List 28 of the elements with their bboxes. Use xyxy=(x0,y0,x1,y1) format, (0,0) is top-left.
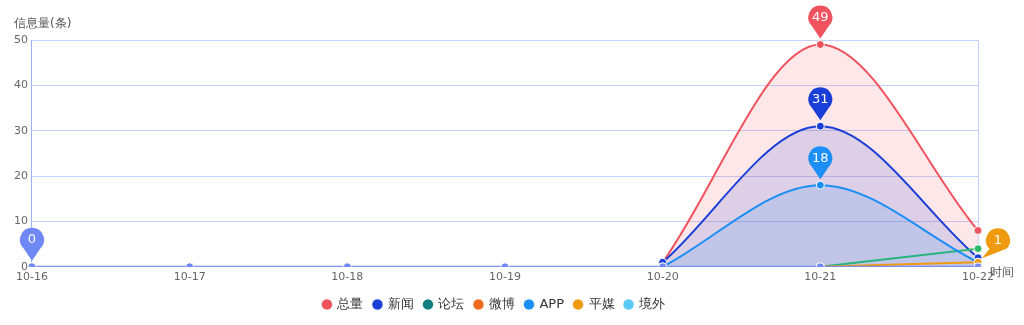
legend-label: 论坛 xyxy=(438,295,465,311)
legend-label: APP xyxy=(539,295,565,311)
y-axis-title: 信息量(条) xyxy=(14,16,72,31)
point xyxy=(973,244,983,254)
x-tick-label: 10-21 xyxy=(804,270,837,284)
point xyxy=(815,121,825,131)
x-tick-label: 10-19 xyxy=(489,270,521,284)
x-tick-label: 10-20 xyxy=(646,270,679,284)
y-tick-label: 0 xyxy=(21,259,28,273)
data-label: 1 xyxy=(993,231,1003,247)
y-tick-label: 40 xyxy=(14,78,28,92)
data-label: 49 xyxy=(812,8,829,24)
data-label: 18 xyxy=(812,149,829,165)
x-tick-label: 10-16 xyxy=(16,270,48,284)
x-tick-label: 10-17 xyxy=(173,270,206,284)
y-tick-label: 10 xyxy=(14,214,28,228)
point xyxy=(973,226,983,236)
legend-label: 微博 xyxy=(488,295,515,311)
legend-label: 境外 xyxy=(638,295,666,311)
y-tick-label: 50 xyxy=(14,32,28,46)
y-tick-label: 30 xyxy=(14,123,28,137)
legend-label: 总量 xyxy=(336,295,364,311)
legend-label: 平媒 xyxy=(588,295,615,311)
x-tick-label: 10-18 xyxy=(331,270,364,284)
legend-label: 新闻 xyxy=(387,295,414,311)
data-label: 31 xyxy=(812,90,829,106)
point xyxy=(815,180,825,190)
y-tick-label: 20 xyxy=(14,168,28,182)
